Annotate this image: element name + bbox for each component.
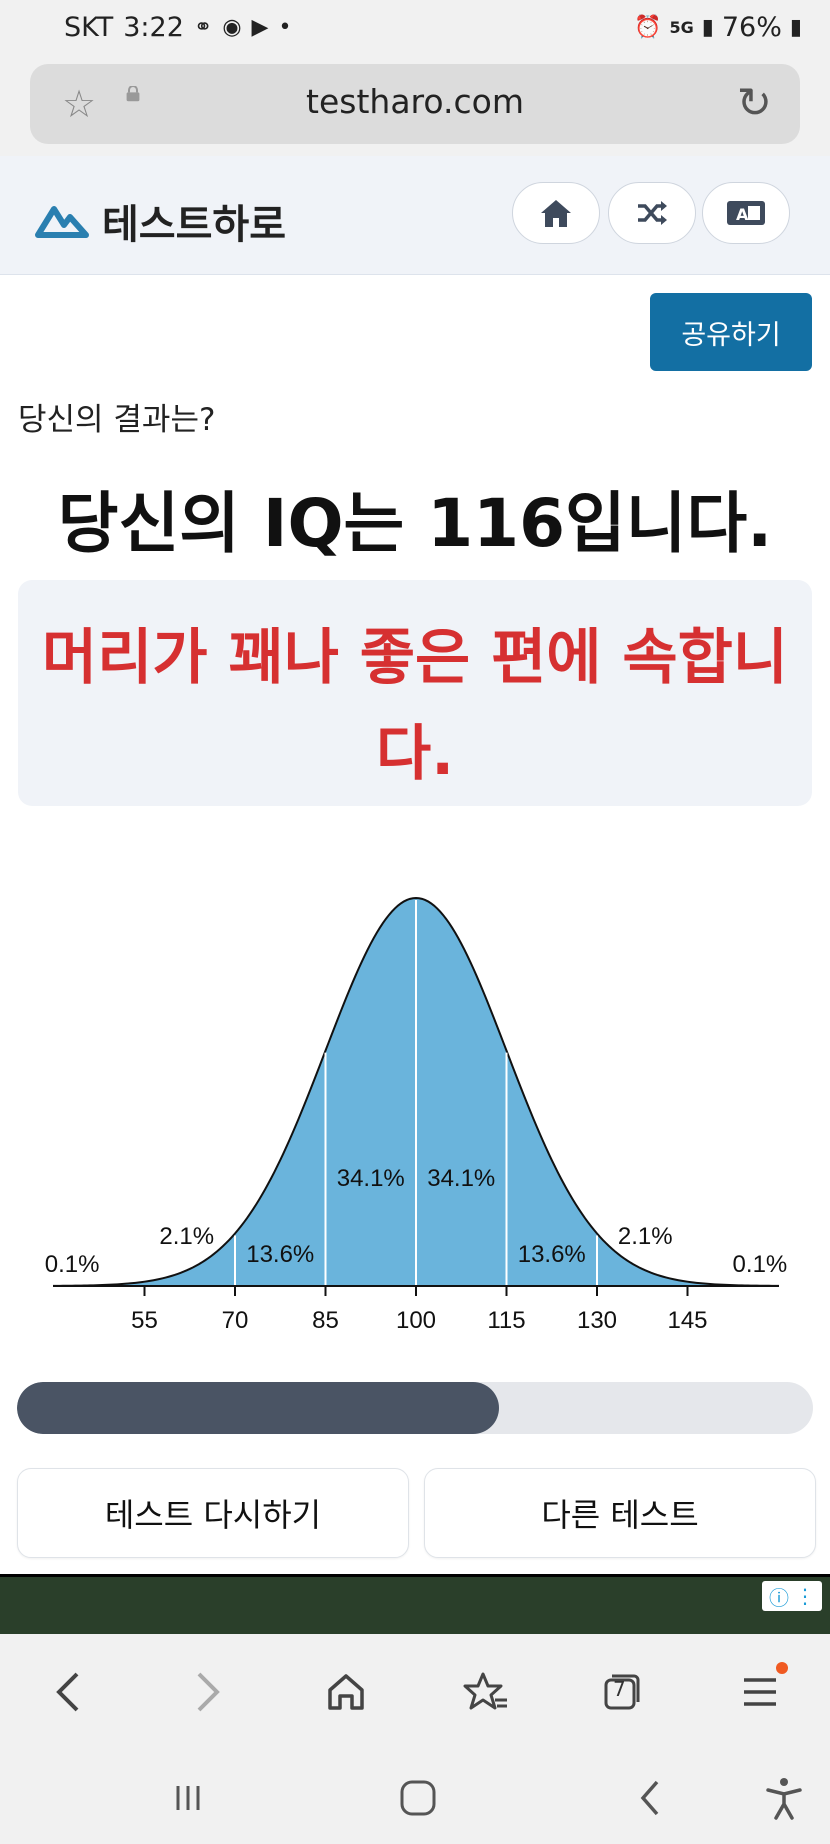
region-percentage-label: 0.1% <box>733 1251 788 1278</box>
tabs-button[interactable]: 7 <box>592 1662 652 1722</box>
recent-apps-icon <box>176 1786 200 1810</box>
result-title: 당신의 IQ는 116입니다. <box>57 485 773 562</box>
system-back-icon <box>640 1780 659 1816</box>
ad-menu-icon[interactable]: ⋮ <box>795 1584 815 1608</box>
hamburger-menu-icon <box>744 1678 776 1706</box>
url-text[interactable]: testharo.com <box>306 82 524 121</box>
x-tick-label: 85 <box>312 1307 339 1334</box>
browser-toolbar: ☆ testharo.com ↻ <box>0 60 830 156</box>
logo-mountain-icon <box>35 206 89 238</box>
bookmarks-button[interactable] <box>456 1662 516 1722</box>
home-icon <box>541 200 571 227</box>
x-tick-label: 55 <box>131 1307 158 1334</box>
forward-button[interactable] <box>178 1662 238 1722</box>
site-header: 테스트하로 A <box>0 156 830 275</box>
system-back-button[interactable] <box>620 1768 680 1828</box>
info-icon[interactable]: ⓘ <box>769 1585 789 1610</box>
lock-icon <box>126 86 140 102</box>
result-description: 머리가 꽤나 좋은 편에 속합니다. <box>42 623 788 789</box>
tabs-count: 7 <box>613 1677 626 1701</box>
x-tick-label: 100 <box>396 1307 436 1334</box>
svg-text:A: A <box>736 205 749 224</box>
retry-test-button[interactable]: 테스트 다시하기 <box>17 1468 409 1558</box>
region-percentage-label: 34.1% <box>337 1165 405 1192</box>
recent-apps-button[interactable] <box>158 1768 218 1828</box>
address-bar[interactable]: ☆ testharo.com ↻ <box>30 64 800 144</box>
region-percentage-label: 0.1% <box>45 1251 100 1278</box>
status-bar: SKT 3:22 ⚭ ◉ ▶ • ⏰ 5G ▮ 76% ▮ <box>0 0 830 60</box>
system-home-button[interactable] <box>388 1768 448 1828</box>
language-icon: A <box>727 201 765 225</box>
back-button[interactable] <box>38 1662 98 1722</box>
ad-info-badge[interactable]: ⓘ ⋮ <box>762 1581 822 1611</box>
system-home-icon <box>400 1780 436 1816</box>
browser-bottom-bar: 7 <box>0 1634 830 1754</box>
region-percentage-label: 34.1% <box>427 1165 495 1192</box>
bookmarks-star-icon <box>463 1672 507 1710</box>
home-outline-icon <box>328 1674 364 1710</box>
forward-arrow-icon <box>197 1672 220 1712</box>
system-navigation-bar <box>0 1754 830 1844</box>
time-text: 3:22 <box>123 12 184 43</box>
site-logo[interactable]: 테스트하로 <box>34 192 286 250</box>
random-test-button[interactable] <box>608 182 696 244</box>
accessibility-icon <box>766 1778 802 1820</box>
back-arrow-icon <box>56 1672 79 1712</box>
signal-icon: ▮ <box>701 15 714 40</box>
site-brand-name: 테스트하로 <box>102 202 286 248</box>
result-description-box: 머리가 꽤나 좋은 편에 속합니다. <box>18 580 812 806</box>
other-tests-button[interactable]: 다른 테스트 <box>424 1468 816 1558</box>
progress-bar <box>17 1382 813 1434</box>
language-button[interactable]: A <box>702 182 790 244</box>
region-percentage-label: 2.1% <box>159 1223 214 1250</box>
result-label: 당신의 결과는? <box>18 402 216 438</box>
more-dot-icon: • <box>278 15 292 40</box>
home-button[interactable] <box>512 182 600 244</box>
ad-banner[interactable]: ⓘ ⋮ <box>0 1574 830 1637</box>
notification-icon: ⚭ <box>193 15 213 40</box>
shuffle-icon <box>638 201 667 225</box>
x-tick-label: 70 <box>222 1307 249 1334</box>
x-tick-label: 145 <box>667 1307 707 1334</box>
iq-distribution-chart: 55 70 85 100 115 130 145 0.1% 2.1% 13.6% 34.1% 34.1… <box>45 896 788 1334</box>
progress-bar-fill <box>17 1382 499 1434</box>
battery-icon: ▮ <box>789 15 802 40</box>
region-percentage-label: 13.6% <box>246 1241 314 1268</box>
share-button[interactable]: 공유하기 <box>650 293 812 371</box>
menu-button[interactable] <box>730 1662 790 1722</box>
notification-dot <box>776 1662 788 1674</box>
region-percentage-label: 2.1% <box>618 1223 673 1250</box>
chat-icon: ◉ <box>222 15 242 40</box>
carrier-text: SKT <box>64 12 114 43</box>
youtube-icon: ▶ <box>251 15 269 40</box>
reload-icon[interactable]: ↻ <box>736 78 772 127</box>
home-nav-button[interactable] <box>316 1662 376 1722</box>
accessibility-button[interactable] <box>754 1768 814 1828</box>
alarm-icon: ⏰ <box>634 15 662 40</box>
x-tick-label: 130 <box>577 1307 617 1334</box>
region-percentage-label: 13.6% <box>518 1241 586 1268</box>
x-tick-label: 115 <box>487 1307 525 1334</box>
battery-text: 76% <box>721 12 782 43</box>
network-type: 5G <box>669 18 694 37</box>
bookmark-star-icon[interactable]: ☆ <box>62 82 97 126</box>
tabs-icon <box>604 1674 640 1710</box>
